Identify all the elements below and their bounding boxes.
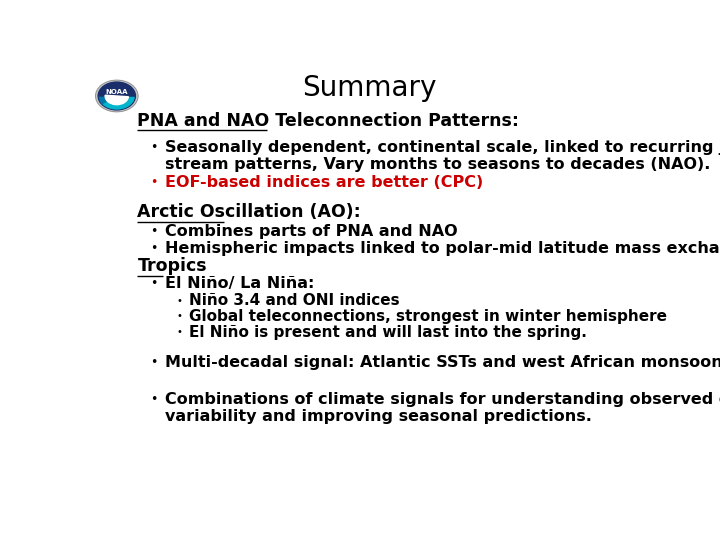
Text: •: • — [150, 176, 158, 188]
Text: stream patterns, Vary months to seasons to decades (NAO).: stream patterns, Vary months to seasons … — [166, 157, 711, 172]
Text: Hemispheric impacts linked to polar-mid latitude mass exchange.: Hemispheric impacts linked to polar-mid … — [166, 241, 720, 256]
Text: •: • — [176, 312, 182, 321]
Circle shape — [98, 82, 135, 110]
Wedge shape — [99, 83, 134, 96]
Text: •: • — [176, 327, 182, 337]
Text: PNA and NAO Teleconnection Patterns:: PNA and NAO Teleconnection Patterns: — [138, 112, 519, 130]
Text: Arctic Oscillation (AO):: Arctic Oscillation (AO): — [138, 204, 361, 221]
Text: variability and improving seasonal predictions.: variability and improving seasonal predi… — [166, 409, 593, 424]
Text: Combines parts of PNA and NAO: Combines parts of PNA and NAO — [166, 225, 458, 239]
Text: •: • — [150, 226, 158, 239]
Text: Niño 3.4 and ONI indices: Niño 3.4 and ONI indices — [189, 293, 400, 308]
Text: El Niño/ La Niña:: El Niño/ La Niña: — [166, 276, 315, 292]
Text: •: • — [150, 393, 158, 406]
Text: El Niño is present and will last into the spring.: El Niño is present and will last into th… — [189, 325, 588, 340]
Circle shape — [96, 80, 138, 112]
Wedge shape — [105, 95, 128, 105]
Text: Global teleconnections, strongest in winter hemisphere: Global teleconnections, strongest in win… — [189, 309, 667, 324]
Wedge shape — [101, 96, 134, 109]
Text: EOF-based indices are better (CPC): EOF-based indices are better (CPC) — [166, 174, 484, 190]
Text: Combinations of climate signals for understanding observed climate: Combinations of climate signals for unde… — [166, 392, 720, 407]
Text: NOAA: NOAA — [106, 89, 128, 95]
Text: •: • — [150, 141, 158, 154]
Text: •: • — [150, 356, 158, 369]
Text: Seasonally dependent, continental scale, linked to recurring jet: Seasonally dependent, continental scale,… — [166, 140, 720, 156]
Text: •: • — [176, 295, 182, 306]
Text: •: • — [150, 278, 158, 291]
Text: Multi-decadal signal: Atlantic SSTs and west African monsoon.: Multi-decadal signal: Atlantic SSTs and … — [166, 355, 720, 369]
Text: •: • — [150, 242, 158, 255]
Wedge shape — [99, 96, 117, 104]
Text: Tropics: Tropics — [138, 258, 207, 275]
Text: Summary: Summary — [302, 73, 436, 102]
